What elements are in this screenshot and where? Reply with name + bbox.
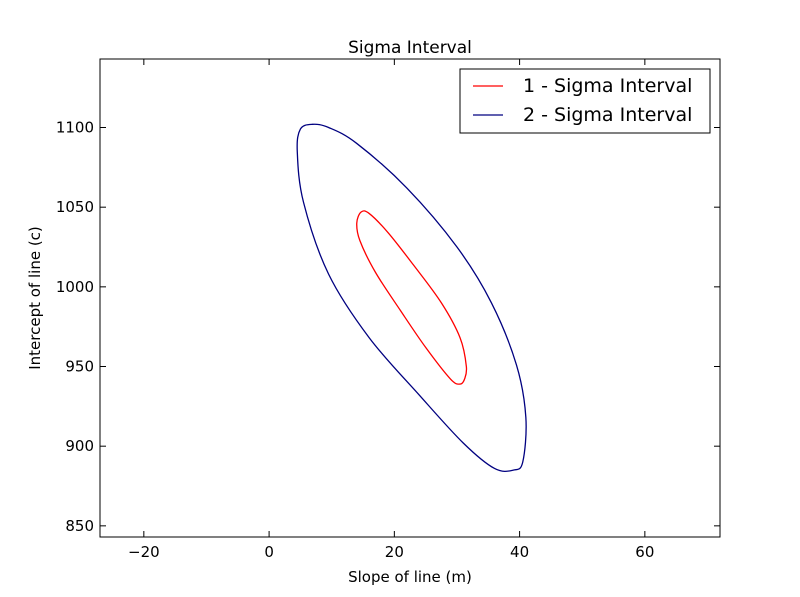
legend-label-1: 1 - Sigma Interval	[523, 75, 692, 97]
plot-area	[99, 58, 721, 538]
x-tick-label: 0	[264, 543, 274, 561]
legend-label-2: 2 - Sigma Interval	[523, 104, 692, 126]
x-tick-label: −20	[128, 543, 160, 561]
y-tick-label: 1000	[56, 278, 94, 296]
x-tick-label: 60	[635, 543, 654, 561]
y-axis-label: Intercept of line (c)	[26, 226, 44, 370]
series-line-1-sigma	[356, 210, 468, 385]
y-tick-label: 1050	[56, 198, 94, 216]
x-axis-label: Slope of line (m)	[348, 568, 472, 586]
chart-title: Sigma Interval	[348, 38, 472, 58]
y-tick-label: 900	[65, 437, 94, 455]
legend-box	[459, 68, 711, 134]
series-line-2-sigma	[296, 123, 527, 473]
y-tick-label: 950	[65, 358, 94, 376]
x-tick-label: 40	[510, 543, 529, 561]
y-tick-label: 850	[65, 517, 94, 535]
y-tick-label: 1100	[56, 119, 94, 137]
x-tick-label: 20	[385, 543, 404, 561]
legend: 1 - Sigma Interval 2 - Sigma Interval	[459, 68, 711, 134]
